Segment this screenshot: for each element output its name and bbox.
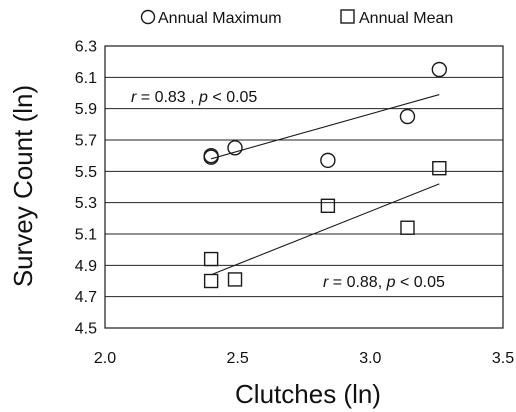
point-annual-maximum [203, 147, 219, 164]
data-markers [203, 61, 448, 289]
point-annual-maximum [399, 108, 416, 125]
point-annual-mean [400, 220, 415, 235]
trendlines [210, 94, 440, 276]
y-tick-label: 5.9 [75, 101, 97, 118]
y-axis-title: Survey Count (ln) [8, 85, 38, 287]
annotation-annual-mean: r = 0.88, p < 0.05 [323, 274, 445, 291]
point-annual-mean [203, 273, 219, 289]
y-tick-label: 5.5 [75, 164, 97, 181]
x-tick-label: 2.0 [94, 350, 116, 367]
y-tick-label: 5.7 [75, 133, 97, 150]
point-annual-mean [203, 251, 219, 267]
x-tick-label: 3.0 [359, 350, 381, 367]
x-tick-label: 3.5 [492, 350, 514, 367]
legend-label-annual-maximum: Annual Maximum [158, 10, 282, 27]
y-tick-label: 6.1 [75, 70, 97, 87]
legend-marker-annual-maximum [140, 9, 156, 25]
y-tick-label: 4.5 [75, 321, 97, 338]
plot-area-frame [104, 45, 504, 329]
y-tick-label: 5.3 [75, 195, 97, 212]
point-annual-maximum [227, 140, 243, 156]
y-tick-labels: 4.5 4.7 4.9 5.1 5.3 5.5 5.7 5.9 6.1 6.3 [75, 39, 97, 338]
legend: Annual Maximum Annual Mean [140, 9, 453, 27]
y-tick-label: 5.1 [75, 227, 97, 244]
legend-marker-annual-mean [340, 9, 355, 24]
y-tick-label: 6.3 [75, 39, 97, 56]
point-annual-maximum [431, 61, 448, 78]
y-tick-label: 4.7 [75, 289, 97, 306]
legend-label-annual-mean: Annual Mean [359, 10, 453, 27]
point-annual-mean [432, 160, 447, 176]
trendline-annual-mean [210, 183, 440, 276]
x-tick-label: 2.5 [227, 350, 249, 367]
x-axis-title: Clutches (ln) [235, 379, 381, 409]
point-annual-mean [320, 198, 336, 214]
point-annual-maximum [320, 152, 336, 169]
trendline-annual-maximum [210, 94, 440, 160]
point-annual-mean [227, 272, 243, 287]
y-tick-label: 4.9 [75, 258, 97, 275]
annotation-annual-maximum: r = 0.83 , p < 0.05 [131, 89, 257, 106]
x-tick-labels: 2.0 2.5 3.0 3.5 [94, 350, 514, 367]
